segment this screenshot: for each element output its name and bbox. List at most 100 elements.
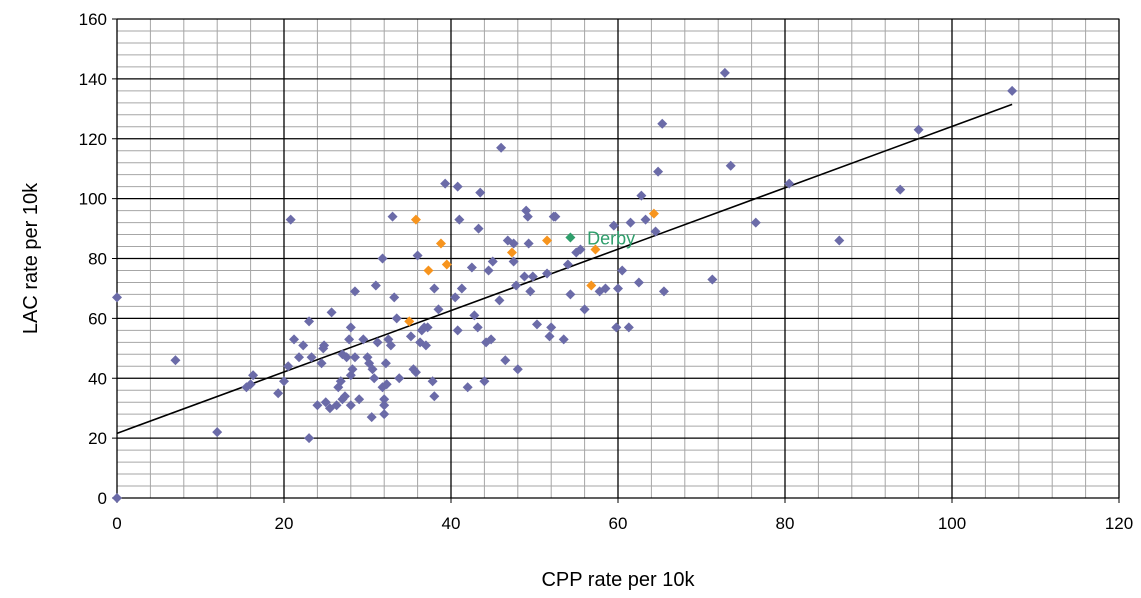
x-tick-label: 120 (1105, 514, 1133, 533)
x-tick-label: 80 (776, 514, 795, 533)
data-point (341, 352, 352, 363)
x-tick-label: 60 (609, 514, 628, 533)
data-point (650, 226, 661, 237)
data-point (502, 235, 513, 246)
data-point (648, 208, 659, 219)
data-point (719, 67, 730, 78)
data-point (379, 409, 390, 420)
data-point (358, 334, 369, 345)
data-point (575, 244, 586, 255)
data-point (304, 433, 315, 444)
data-point (617, 265, 628, 276)
data-point (349, 286, 360, 297)
data-point (579, 304, 590, 315)
data-point (372, 337, 383, 348)
data-point (316, 358, 327, 369)
y-tick-label: 80 (88, 250, 107, 269)
x-tick-label: 40 (442, 514, 461, 533)
data-point (404, 316, 415, 327)
data-point (454, 214, 465, 225)
data-point (273, 388, 284, 399)
data-point (326, 307, 337, 318)
data-point (546, 322, 557, 333)
data-point (611, 322, 622, 333)
data-point (410, 367, 421, 378)
data-point (479, 376, 490, 387)
data-point (441, 259, 452, 270)
y-tick-label: 20 (88, 429, 107, 448)
data-point (586, 280, 597, 291)
data-point (913, 124, 924, 135)
data-point (508, 238, 519, 249)
data-point (248, 370, 259, 381)
data-point (354, 394, 365, 405)
data-point (427, 376, 438, 387)
data-point (487, 256, 498, 267)
trendline (116, 103, 1013, 435)
data-point (658, 286, 669, 297)
data-point (511, 280, 522, 291)
data-point (657, 118, 668, 129)
data-point (381, 379, 392, 390)
data-point (462, 382, 473, 393)
data-point (1007, 85, 1018, 96)
data-point (590, 244, 601, 255)
y-axis-ticks: 0 20 40 60 80 100 120 140 160 (79, 10, 117, 508)
data-point (369, 373, 380, 384)
data-point (367, 364, 378, 375)
data-point (834, 235, 845, 246)
data-point (500, 355, 511, 366)
data-point (636, 190, 647, 201)
data-point (345, 400, 356, 411)
data-point (522, 211, 533, 222)
data-point (565, 232, 576, 243)
data-point (423, 265, 434, 276)
y-tick-label: 60 (88, 309, 107, 328)
data-point (379, 394, 390, 405)
data-point (294, 352, 305, 363)
data-point (285, 214, 296, 225)
data-point (335, 376, 346, 387)
data-point (349, 352, 360, 363)
data-point (613, 283, 623, 294)
data-point (389, 292, 400, 303)
y-tick-label: 120 (79, 130, 107, 149)
data-point (387, 211, 398, 222)
data-point (452, 325, 463, 336)
data-point (519, 271, 530, 282)
data-point (558, 334, 569, 345)
x-axis-ticks: 0 20 40 60 80 100 120 (112, 498, 1133, 533)
x-tick-label: 20 (275, 514, 294, 533)
data-point (600, 283, 611, 294)
data-point (370, 280, 381, 291)
data-point (412, 250, 423, 261)
data-point (170, 355, 181, 366)
data-point (344, 334, 355, 345)
data-point (525, 286, 536, 297)
data-point (623, 322, 634, 333)
data-point (494, 295, 505, 306)
data-point (347, 364, 358, 375)
data-point (707, 274, 718, 285)
y-tick-label: 160 (79, 10, 107, 29)
data-point (512, 364, 523, 375)
data-point (475, 187, 486, 198)
data-point (633, 277, 644, 288)
data-point (450, 292, 461, 303)
data-point (339, 391, 350, 402)
data-point (112, 292, 122, 303)
data-point (377, 253, 388, 264)
data-point (550, 211, 561, 222)
data-point (320, 397, 331, 408)
trendline-group (116, 103, 1013, 435)
x-tick-label: 100 (938, 514, 966, 533)
data-point (391, 313, 402, 324)
data-point (366, 412, 377, 423)
data-point (725, 160, 736, 171)
data-point (473, 223, 484, 234)
data-point (469, 310, 480, 321)
data-point (496, 142, 507, 153)
data-point (429, 391, 440, 402)
data-point (385, 340, 396, 351)
data-point (440, 178, 451, 189)
